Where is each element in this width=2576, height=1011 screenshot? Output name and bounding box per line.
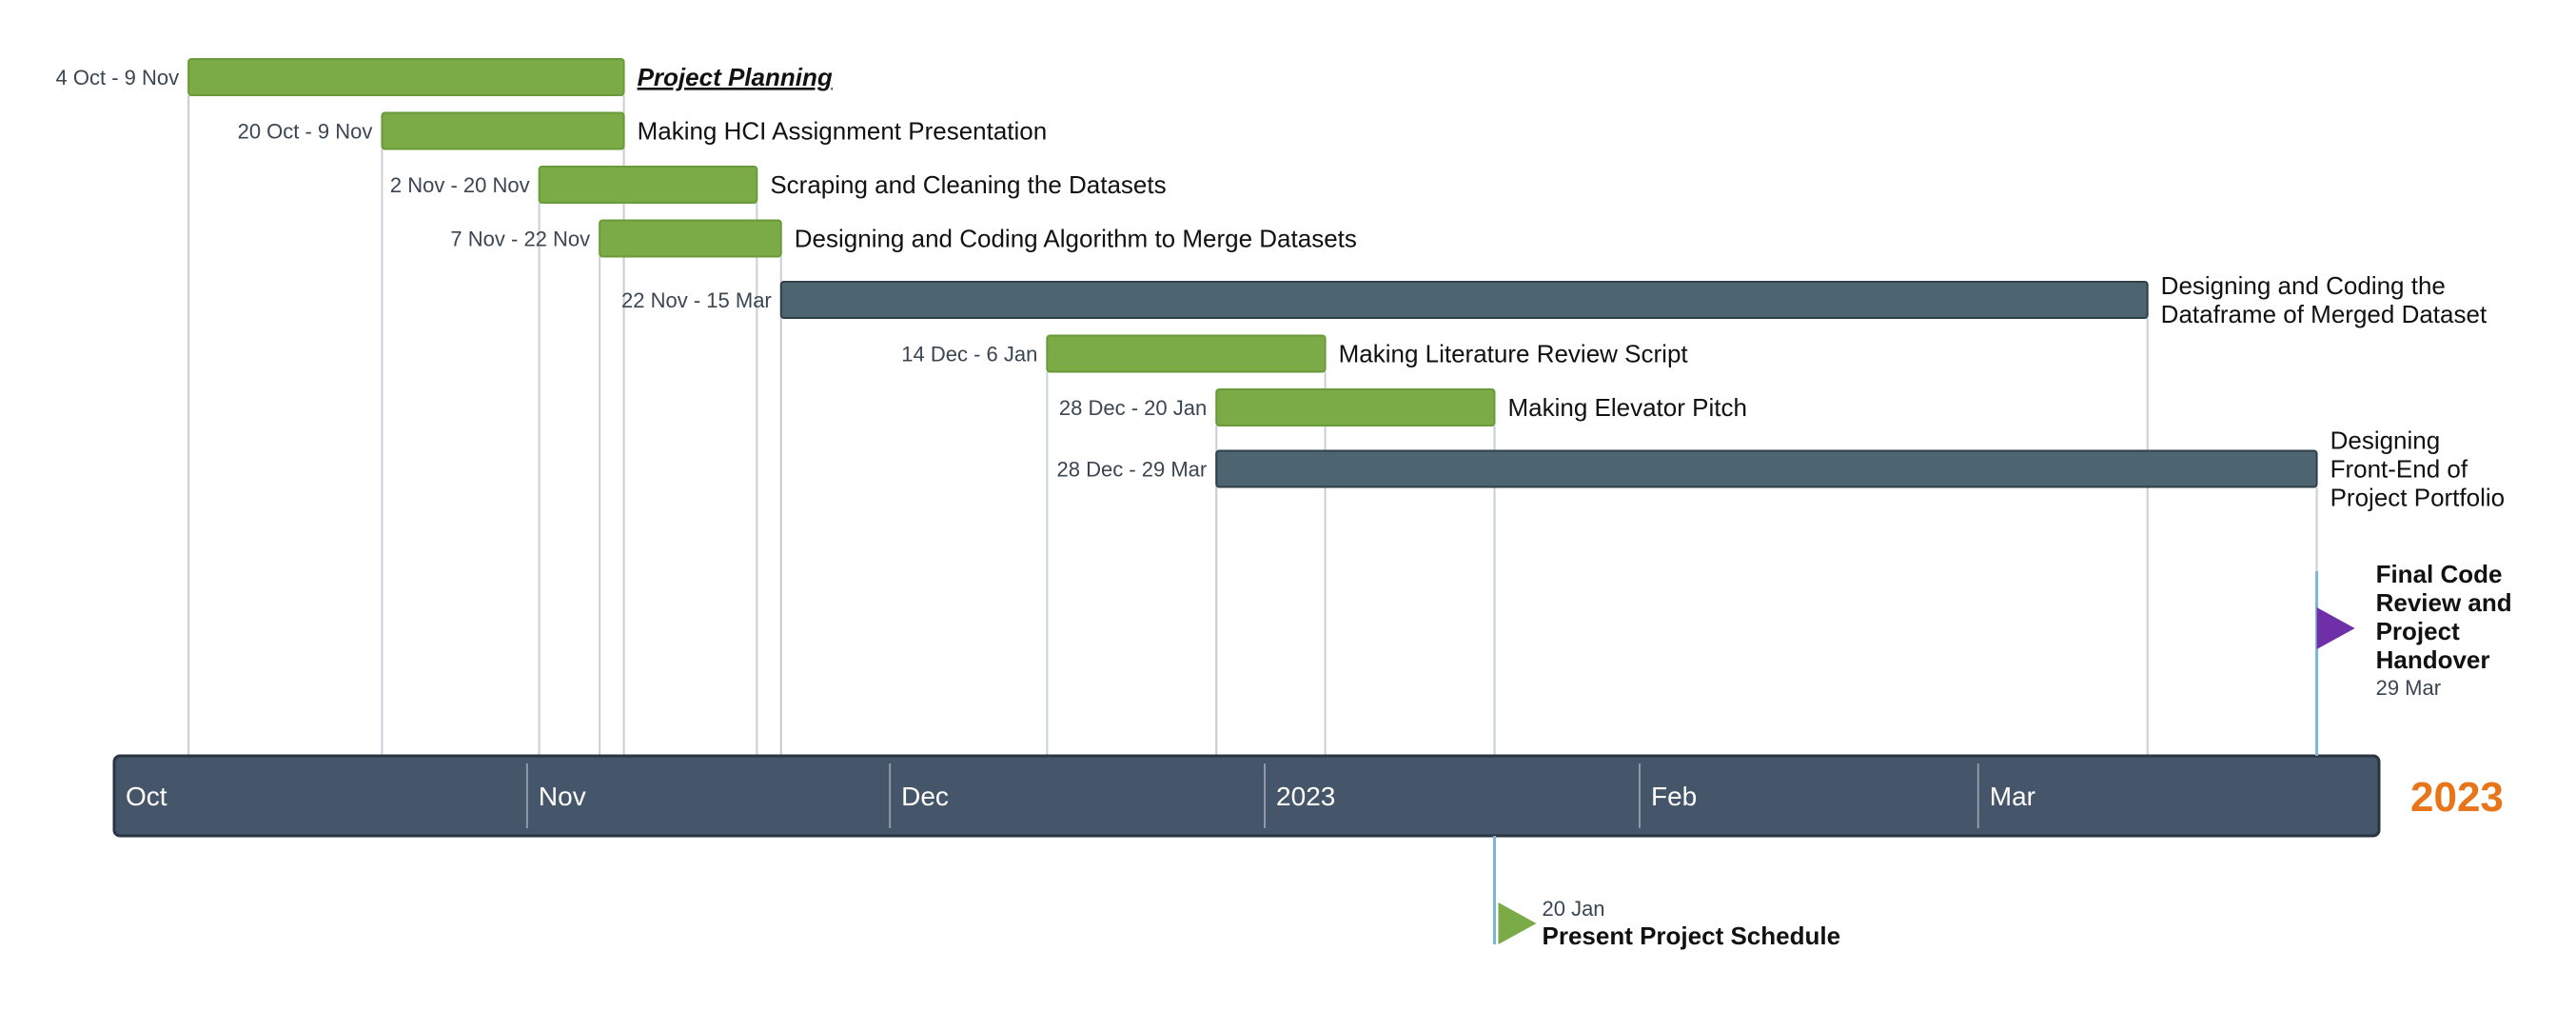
axis-tick-label: Nov (539, 782, 586, 811)
task-name-line: Making Literature Review Script (1339, 340, 1689, 368)
task-name-line: Designing and Coding Algorithm to Merge … (795, 225, 1357, 253)
task-date-label: 28 Dec - 20 Jan (1059, 396, 1207, 420)
task-name-label: Project Planning (638, 63, 833, 91)
task-name-label: Scraping and Cleaning the Datasets (770, 170, 1166, 199)
task-name-line: Project Planning (638, 63, 833, 91)
task-bar (538, 166, 758, 204)
milestone-date: 20 Jan (1542, 897, 1604, 921)
timeline-axis: Oct Nov Dec 2023 Feb Mar (112, 754, 2381, 838)
milestone-marker (1498, 902, 1537, 944)
task-date-label: 4 Oct - 9 Nov (56, 66, 180, 89)
task-bar (779, 281, 2149, 319)
task-name-line: Making Elevator Pitch (1507, 393, 1746, 422)
task-name-line: Project Portfolio (2330, 484, 2506, 512)
axis-tick-label: Mar (1990, 782, 2035, 811)
task-bar (1046, 334, 1327, 373)
axis-tick-label: 2023 (1276, 782, 1335, 811)
task-date-label: 14 Dec - 6 Jan (901, 343, 1037, 367)
guide-lines (187, 95, 2318, 756)
task-name-label: Designing Front-End of Project Portfolio (2330, 426, 2506, 512)
task-name-line: Making HCI Assignment Presentation (638, 117, 1048, 146)
task-bar (1215, 388, 1496, 426)
task-date-label: 22 Nov - 15 Mar (621, 288, 772, 312)
milestone-marker (2316, 607, 2355, 649)
milestone-title-line: Final Code (2376, 560, 2503, 588)
axis-tick-label: Feb (1651, 782, 1697, 811)
milestone-title-line: Project (2376, 617, 2460, 645)
task-name-label: Making Elevator Pitch (1507, 393, 1746, 422)
task-name-label: Designing and Coding the Dataframe of Mer… (2161, 271, 2488, 328)
milestone-title: Present Project Schedule (1542, 922, 1840, 950)
task-bar (381, 111, 625, 150)
task-name-line: Designing (2330, 426, 2441, 455)
task-bar (599, 219, 782, 258)
task-date-label: 2 Nov - 20 Nov (390, 173, 530, 197)
task-name-line: Front-End of (2330, 455, 2468, 484)
task-name-line: Scraping and Cleaning the Datasets (770, 170, 1166, 199)
task-bar (187, 58, 625, 96)
axis-bar (112, 754, 2381, 838)
task-name-label: Making Literature Review Script (1339, 340, 1689, 368)
task-name-label: Designing and Coding Algorithm to Merge … (795, 225, 1357, 253)
task-date-label: 28 Dec - 29 Mar (1056, 458, 1207, 482)
milestone-title-line: Review and (2376, 588, 2512, 617)
axis-tick-label: Dec (901, 782, 949, 811)
task-name-line: Designing and Coding the (2161, 271, 2446, 300)
milestone-date: 29 Mar (2376, 676, 2441, 700)
task-bars: 4 Oct - 9 Nov Project Planning 20 Oct - 9 … (56, 58, 2506, 512)
task-name-label: Making HCI Assignment Presentation (638, 117, 1048, 146)
task-name-line: Dataframe of Merged Dataset (2161, 300, 2488, 328)
milestone-title-line: Handover (2376, 645, 2490, 674)
year-label: 2023 (2410, 774, 2504, 821)
task-date-label: 7 Nov - 22 Nov (450, 228, 590, 251)
axis-tick-label: Oct (126, 782, 167, 811)
milestone-title: Final Code Review and Project Handover (2376, 560, 2512, 674)
task-bar (1215, 449, 2318, 488)
task-date-label: 20 Oct - 9 Nov (238, 120, 373, 144)
